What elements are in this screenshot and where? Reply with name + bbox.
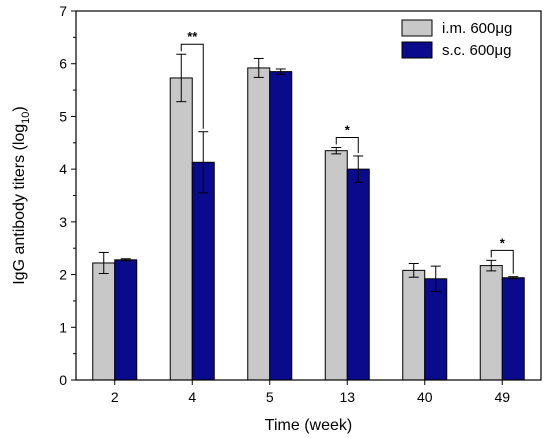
y-axis-title-subscript: 10 [20,112,32,124]
y-axis-title-main: IgG antibody titers (log [11,124,28,285]
significance-label-week-13: * [345,123,351,138]
significance-bracket-week-13 [335,137,359,153]
significance-layer: **** [180,29,514,274]
y-tick-label-6: 6 [59,56,67,72]
x-axis-title: Time (week) [265,417,352,434]
plot-frame [75,10,542,381]
bar-im-week-40 [402,269,426,381]
bar-im-week-49 [479,265,503,381]
bar-sc-week-4 [191,161,215,381]
y-tick-label-1: 1 [59,319,67,335]
legend-label-sc: s.c. 600μg [442,42,512,59]
significance-bracket-week-4 [180,43,204,129]
bar-im-week-13 [324,150,348,381]
significance-label-week-49: * [500,235,506,250]
x-tick-label-4: 4 [188,389,196,405]
legend-swatch-sc [401,41,433,59]
bar-sc-week-40 [424,278,448,381]
bar-sc-week-2 [114,259,138,381]
y-axis-title-end: ) [11,106,28,111]
legend-swatch-im [401,19,433,37]
bar-im-week-5 [247,67,271,381]
legend-label-im: i.m. 600μg [442,20,512,37]
x-tick-label-2: 2 [111,389,119,405]
y-tick-label-3: 3 [59,214,67,230]
y-tick-label-0: 0 [59,372,67,388]
bar-im-week-4 [169,77,193,381]
significance-label-week-4: ** [187,29,198,44]
y-tick-label-4: 4 [59,161,67,177]
x-tick-label-40: 40 [417,389,433,405]
error-bars-layer [98,53,519,292]
bar-sc-week-13 [346,168,370,381]
y-tick-label-2: 2 [59,267,67,283]
significance-bracket-week-49 [490,249,514,274]
y-tick-label-5: 5 [59,108,67,124]
y-axis-title: IgG antibody titers (log10) [11,106,32,285]
x-tick-label-13: 13 [339,389,355,405]
bar-im-week-2 [92,262,116,381]
bar-sc-week-5 [269,71,293,381]
legend: i.m. 600μg s.c. 600μg [401,19,512,59]
x-tick-label-5: 5 [266,389,274,405]
axes-layer: 2 4 5 13 40 49 0 1 2 3 4 5 6 7 [59,3,542,405]
x-tick-label-49: 49 [494,389,510,405]
bar-sc-week-49 [501,277,525,381]
y-tick-label-7: 7 [59,3,67,19]
bars-layer [92,67,525,381]
